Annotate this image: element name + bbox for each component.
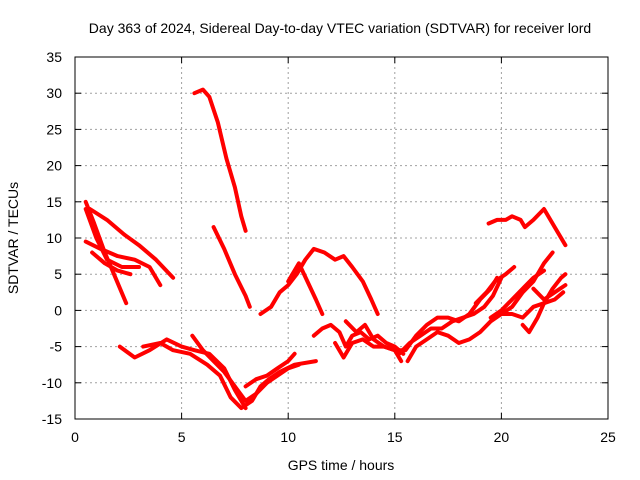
x-tick-label: 25 xyxy=(600,429,616,445)
series-track-4 xyxy=(83,239,163,288)
axis-ticks: 0 5 10 15 20 25 -15 -10 -5 0 5 10 15 20 25 30 35 xyxy=(42,49,616,445)
y-tick-label: 10 xyxy=(46,230,62,246)
series-track-12 xyxy=(258,246,380,316)
series-track-24 xyxy=(531,283,568,302)
y-tick-label: -15 xyxy=(42,411,62,427)
y-tick-label: 0 xyxy=(54,302,62,318)
series-track-16 xyxy=(343,275,500,353)
series-track-20 xyxy=(473,265,517,306)
x-axis-label: GPS time / hours xyxy=(288,457,395,473)
series-layer xyxy=(83,87,568,411)
y-axis-label: SDTVAR / TECUs xyxy=(5,182,21,294)
grid xyxy=(75,57,608,419)
chart-title: Day 363 of 2024, Sidereal Day-to-day VTE… xyxy=(89,20,591,36)
series-track-11 xyxy=(211,225,252,309)
series-track-5 xyxy=(90,250,133,277)
series-track-22 xyxy=(520,272,568,335)
series-track-9 xyxy=(243,351,297,389)
series-track-2 xyxy=(83,207,141,269)
y-tick-label: 25 xyxy=(46,121,62,137)
series-track-13 xyxy=(286,261,325,316)
series-track-8 xyxy=(190,333,301,403)
series-track-3 xyxy=(87,207,176,280)
x-tick-label: 0 xyxy=(71,429,79,445)
x-tick-label: 15 xyxy=(387,429,403,445)
series-track-23 xyxy=(486,207,568,248)
y-tick-label: 30 xyxy=(46,85,62,101)
y-tick-label: 35 xyxy=(46,49,62,65)
series-track-17 xyxy=(397,275,504,356)
y-tick-label: 5 xyxy=(54,266,62,282)
x-tick-label: 5 xyxy=(178,429,186,445)
series-track-18 xyxy=(405,290,566,364)
series-track-21 xyxy=(499,250,555,316)
series-track-10 xyxy=(192,87,248,233)
y-tick-label: -10 xyxy=(42,375,62,391)
y-tick-label: -5 xyxy=(50,339,63,355)
y-tick-label: 20 xyxy=(46,158,62,174)
y-tick-label: 15 xyxy=(46,194,62,210)
x-tick-label: 10 xyxy=(280,429,296,445)
x-tick-label: 20 xyxy=(494,429,510,445)
